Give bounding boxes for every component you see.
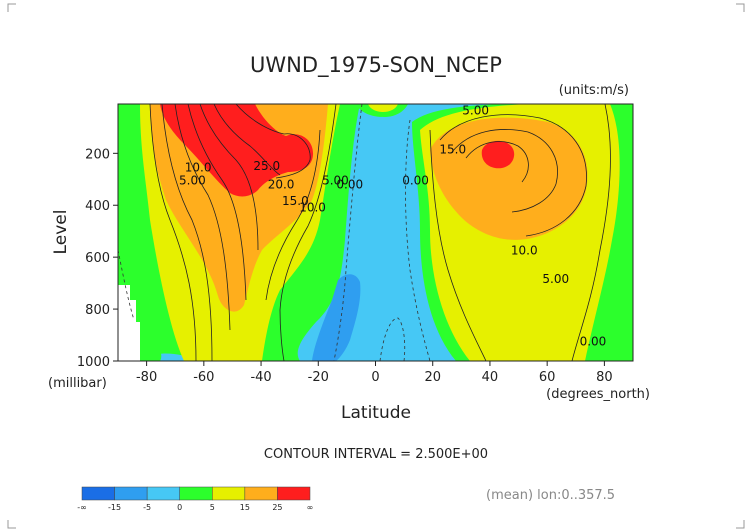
contour-lines xyxy=(149,104,611,361)
colorbar-swatch xyxy=(179,486,213,501)
contour-label: 10.0 xyxy=(299,201,326,215)
contour-label: 15.0 xyxy=(439,142,466,156)
fill-band xyxy=(430,117,588,240)
x-tick-label: 80 xyxy=(596,370,613,385)
y-tick-label: 800 xyxy=(85,303,110,318)
contour-label: 5.00 xyxy=(542,272,569,286)
corner-mark xyxy=(736,520,745,529)
colorbar-swatch xyxy=(81,486,115,501)
colorbar-swatch xyxy=(277,486,311,501)
colorbar-swatch xyxy=(244,486,278,501)
x-tick-label: -40 xyxy=(250,370,271,385)
corner-mark xyxy=(736,3,745,12)
y-axis-label: Level xyxy=(51,210,71,255)
fill-band xyxy=(312,274,361,361)
x-tick-label: -60 xyxy=(193,370,214,385)
longitude-note: (mean) lon:0..357.5 xyxy=(486,488,615,503)
y-tick-label: 200 xyxy=(85,147,110,162)
fill-band xyxy=(368,104,398,112)
contour-label: 10.0 xyxy=(511,244,538,258)
x-axis-units: (degrees_north) xyxy=(546,387,650,402)
contour-label: 0.00 xyxy=(402,173,429,187)
x-axis: -80 -60 -40 -20 0 20 40 60 80 xyxy=(136,361,613,385)
contour-interval: CONTOUR INTERVAL = 2.500E+00 xyxy=(264,447,488,462)
y-tick-label: 1000 xyxy=(77,355,110,370)
x-axis-label: Latitude xyxy=(341,403,411,423)
fill-band xyxy=(160,104,314,197)
contour-label: 15.0 xyxy=(282,194,309,208)
colorbar-tick-label: -∞ xyxy=(77,503,87,512)
colorbar-tick-label: -15 xyxy=(108,503,121,512)
x-tick-label: 0 xyxy=(371,370,379,385)
contour-label: 5.00 xyxy=(322,173,349,187)
colorbar-swatch xyxy=(114,486,148,501)
x-tick-label: 20 xyxy=(424,370,441,385)
x-tick-label: -20 xyxy=(308,370,329,385)
colorbar-tick-label: 25 xyxy=(272,503,282,512)
plot-area xyxy=(118,104,633,361)
contour-label: 0.00 xyxy=(580,334,607,348)
x-tick-label: 40 xyxy=(482,370,499,385)
colorbar-tick-label: 5 xyxy=(210,503,215,512)
y-axis: 200 400 600 800 1000 xyxy=(77,147,118,370)
chart-title: UWND_1975-SON_NCEP xyxy=(250,53,502,78)
contour-label: 10.0 xyxy=(185,160,212,174)
fill-band xyxy=(481,140,515,169)
fill-band xyxy=(144,346,162,361)
y-tick-label: 600 xyxy=(85,251,110,266)
colorbar-tick-label: 0 xyxy=(177,503,182,512)
corner-mark xyxy=(7,3,16,12)
negative-contours xyxy=(118,104,431,361)
units-label: (units:m/s) xyxy=(559,83,629,98)
y-tick-label: 400 xyxy=(85,199,110,214)
contour-label: 5.00 xyxy=(462,103,489,117)
colorbar-swatch xyxy=(212,486,246,501)
contour-label: 25.0 xyxy=(253,159,280,173)
colorbar-swatch xyxy=(146,486,180,501)
colorbar-tick-label: 15 xyxy=(240,503,250,512)
colorbar-tick-label: -5 xyxy=(143,503,151,512)
fill-band xyxy=(118,285,140,361)
y-axis-units: (millibar) xyxy=(48,376,107,391)
contour-label: 20.0 xyxy=(268,177,295,191)
colorbar: -∞ -15 -5 0 5 15 25 ∞ xyxy=(77,486,314,512)
contour-label: 5.00 xyxy=(179,173,206,187)
colorbar-tick-label: ∞ xyxy=(307,503,314,512)
x-tick-label: 60 xyxy=(539,370,556,385)
corner-mark xyxy=(7,520,16,529)
x-tick-label: -80 xyxy=(136,370,157,385)
contour-label: 0.00 xyxy=(336,177,363,191)
